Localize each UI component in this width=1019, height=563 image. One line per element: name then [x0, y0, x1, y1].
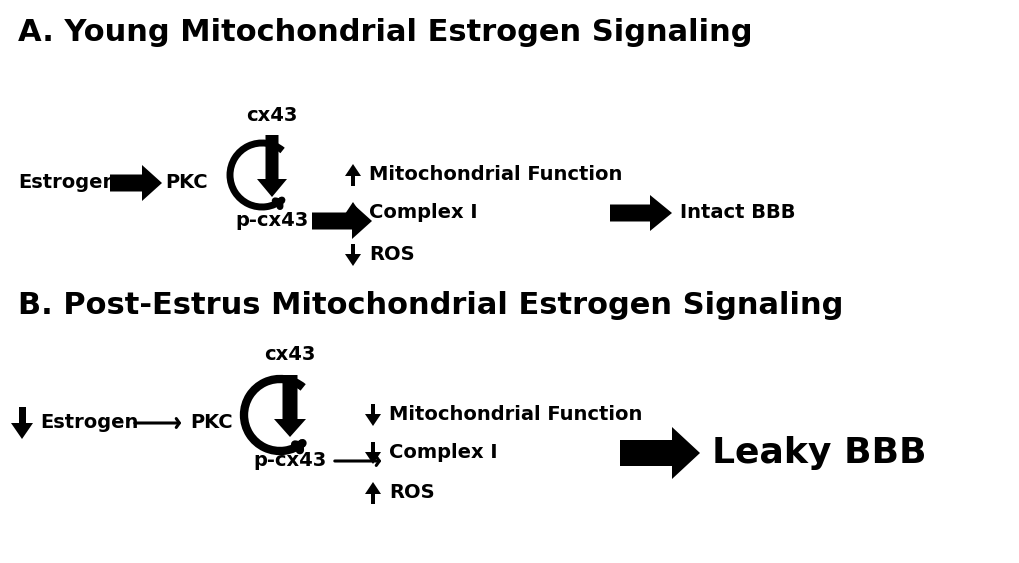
Polygon shape — [11, 423, 33, 439]
Text: A. Young Mitochondrial Estrogen Signaling: A. Young Mitochondrial Estrogen Signalin… — [18, 18, 752, 47]
Polygon shape — [110, 165, 162, 201]
Polygon shape — [370, 404, 375, 414]
Text: Mitochondrial Function: Mitochondrial Function — [369, 166, 622, 185]
Text: ROS: ROS — [369, 245, 414, 265]
Text: Intact BBB: Intact BBB — [680, 203, 795, 222]
Polygon shape — [274, 375, 306, 437]
Text: PKC: PKC — [190, 413, 232, 432]
Text: Leaky BBB: Leaky BBB — [711, 436, 925, 470]
Polygon shape — [344, 254, 361, 266]
Text: Estrogen: Estrogen — [18, 173, 116, 193]
Polygon shape — [312, 203, 372, 239]
Text: p-cx43: p-cx43 — [253, 452, 326, 471]
Polygon shape — [18, 407, 25, 423]
Polygon shape — [620, 427, 699, 479]
Polygon shape — [344, 164, 361, 176]
Polygon shape — [257, 135, 286, 197]
Polygon shape — [365, 414, 381, 426]
Polygon shape — [344, 202, 361, 214]
Polygon shape — [370, 494, 375, 504]
Text: B. Post-Estrus Mitochondrial Estrogen Signaling: B. Post-Estrus Mitochondrial Estrogen Si… — [18, 291, 843, 320]
Text: cx43: cx43 — [264, 346, 315, 364]
Text: ROS: ROS — [388, 484, 434, 503]
Polygon shape — [370, 442, 375, 452]
Text: Estrogen: Estrogen — [40, 413, 139, 432]
Text: PKC: PKC — [165, 173, 208, 193]
Polygon shape — [351, 176, 355, 186]
Text: cx43: cx43 — [246, 105, 298, 124]
Polygon shape — [351, 214, 355, 224]
Polygon shape — [609, 195, 672, 231]
Text: Complex I: Complex I — [388, 444, 497, 462]
Polygon shape — [365, 482, 381, 494]
Polygon shape — [365, 452, 381, 464]
Text: Mitochondrial Function: Mitochondrial Function — [388, 405, 642, 425]
Text: p-cx43: p-cx43 — [235, 212, 309, 230]
Polygon shape — [351, 244, 355, 254]
Text: Complex I: Complex I — [369, 203, 477, 222]
